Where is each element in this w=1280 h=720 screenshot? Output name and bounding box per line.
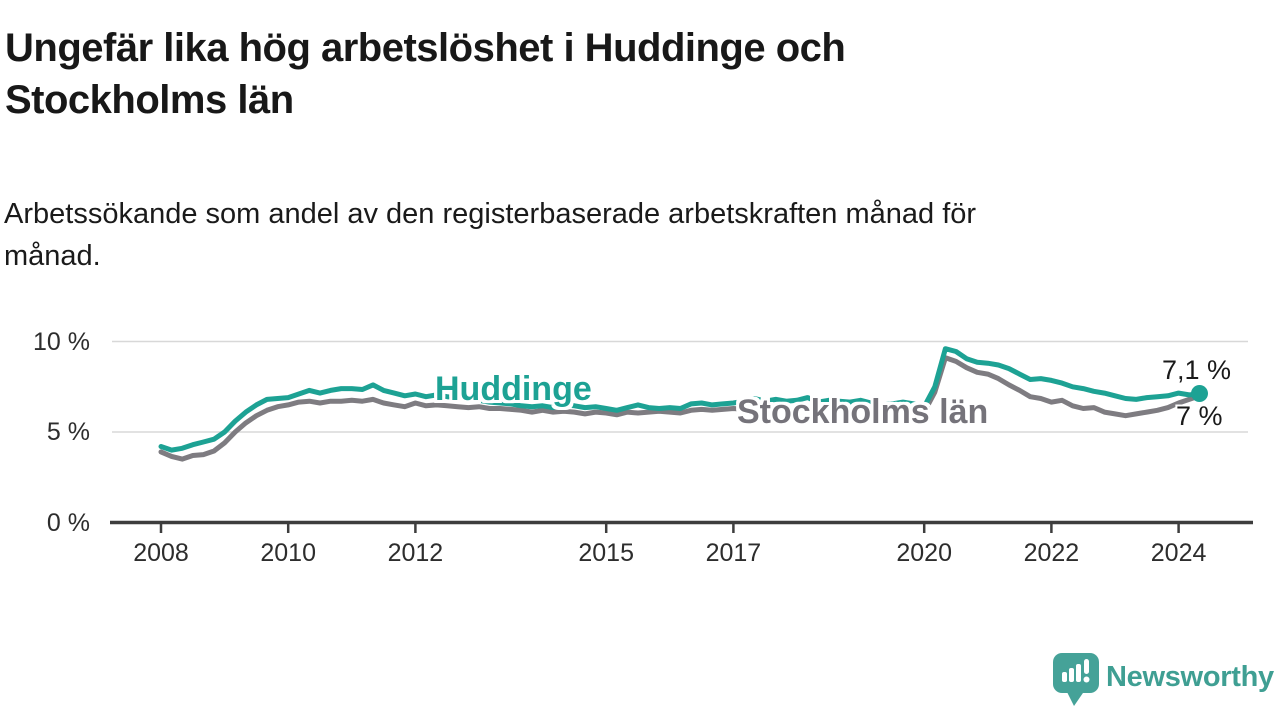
chart-subtitle-line-2: månad. — [4, 240, 101, 272]
series-line-stockholms-lan — [158, 355, 1203, 462]
series-line-huddinge — [158, 346, 1203, 453]
chart-subtitle: Arbetssökande som andel av den registerb… — [4, 193, 1184, 277]
newsworthy-logo-icon — [1053, 653, 1099, 706]
chart-subtitle-line-1: Arbetssökande som andel av den registerb… — [4, 198, 977, 230]
chart-title-line-2: Stockholms län — [5, 78, 294, 122]
chart-title-line-1: Ungefär lika hög arbetslöshet i Huddinge… — [5, 26, 846, 70]
chart-title: Ungefär lika hög arbetslöshet i Huddinge… — [5, 22, 1105, 126]
newsworthy-logo-text: Newsworthy — [1106, 661, 1274, 693]
